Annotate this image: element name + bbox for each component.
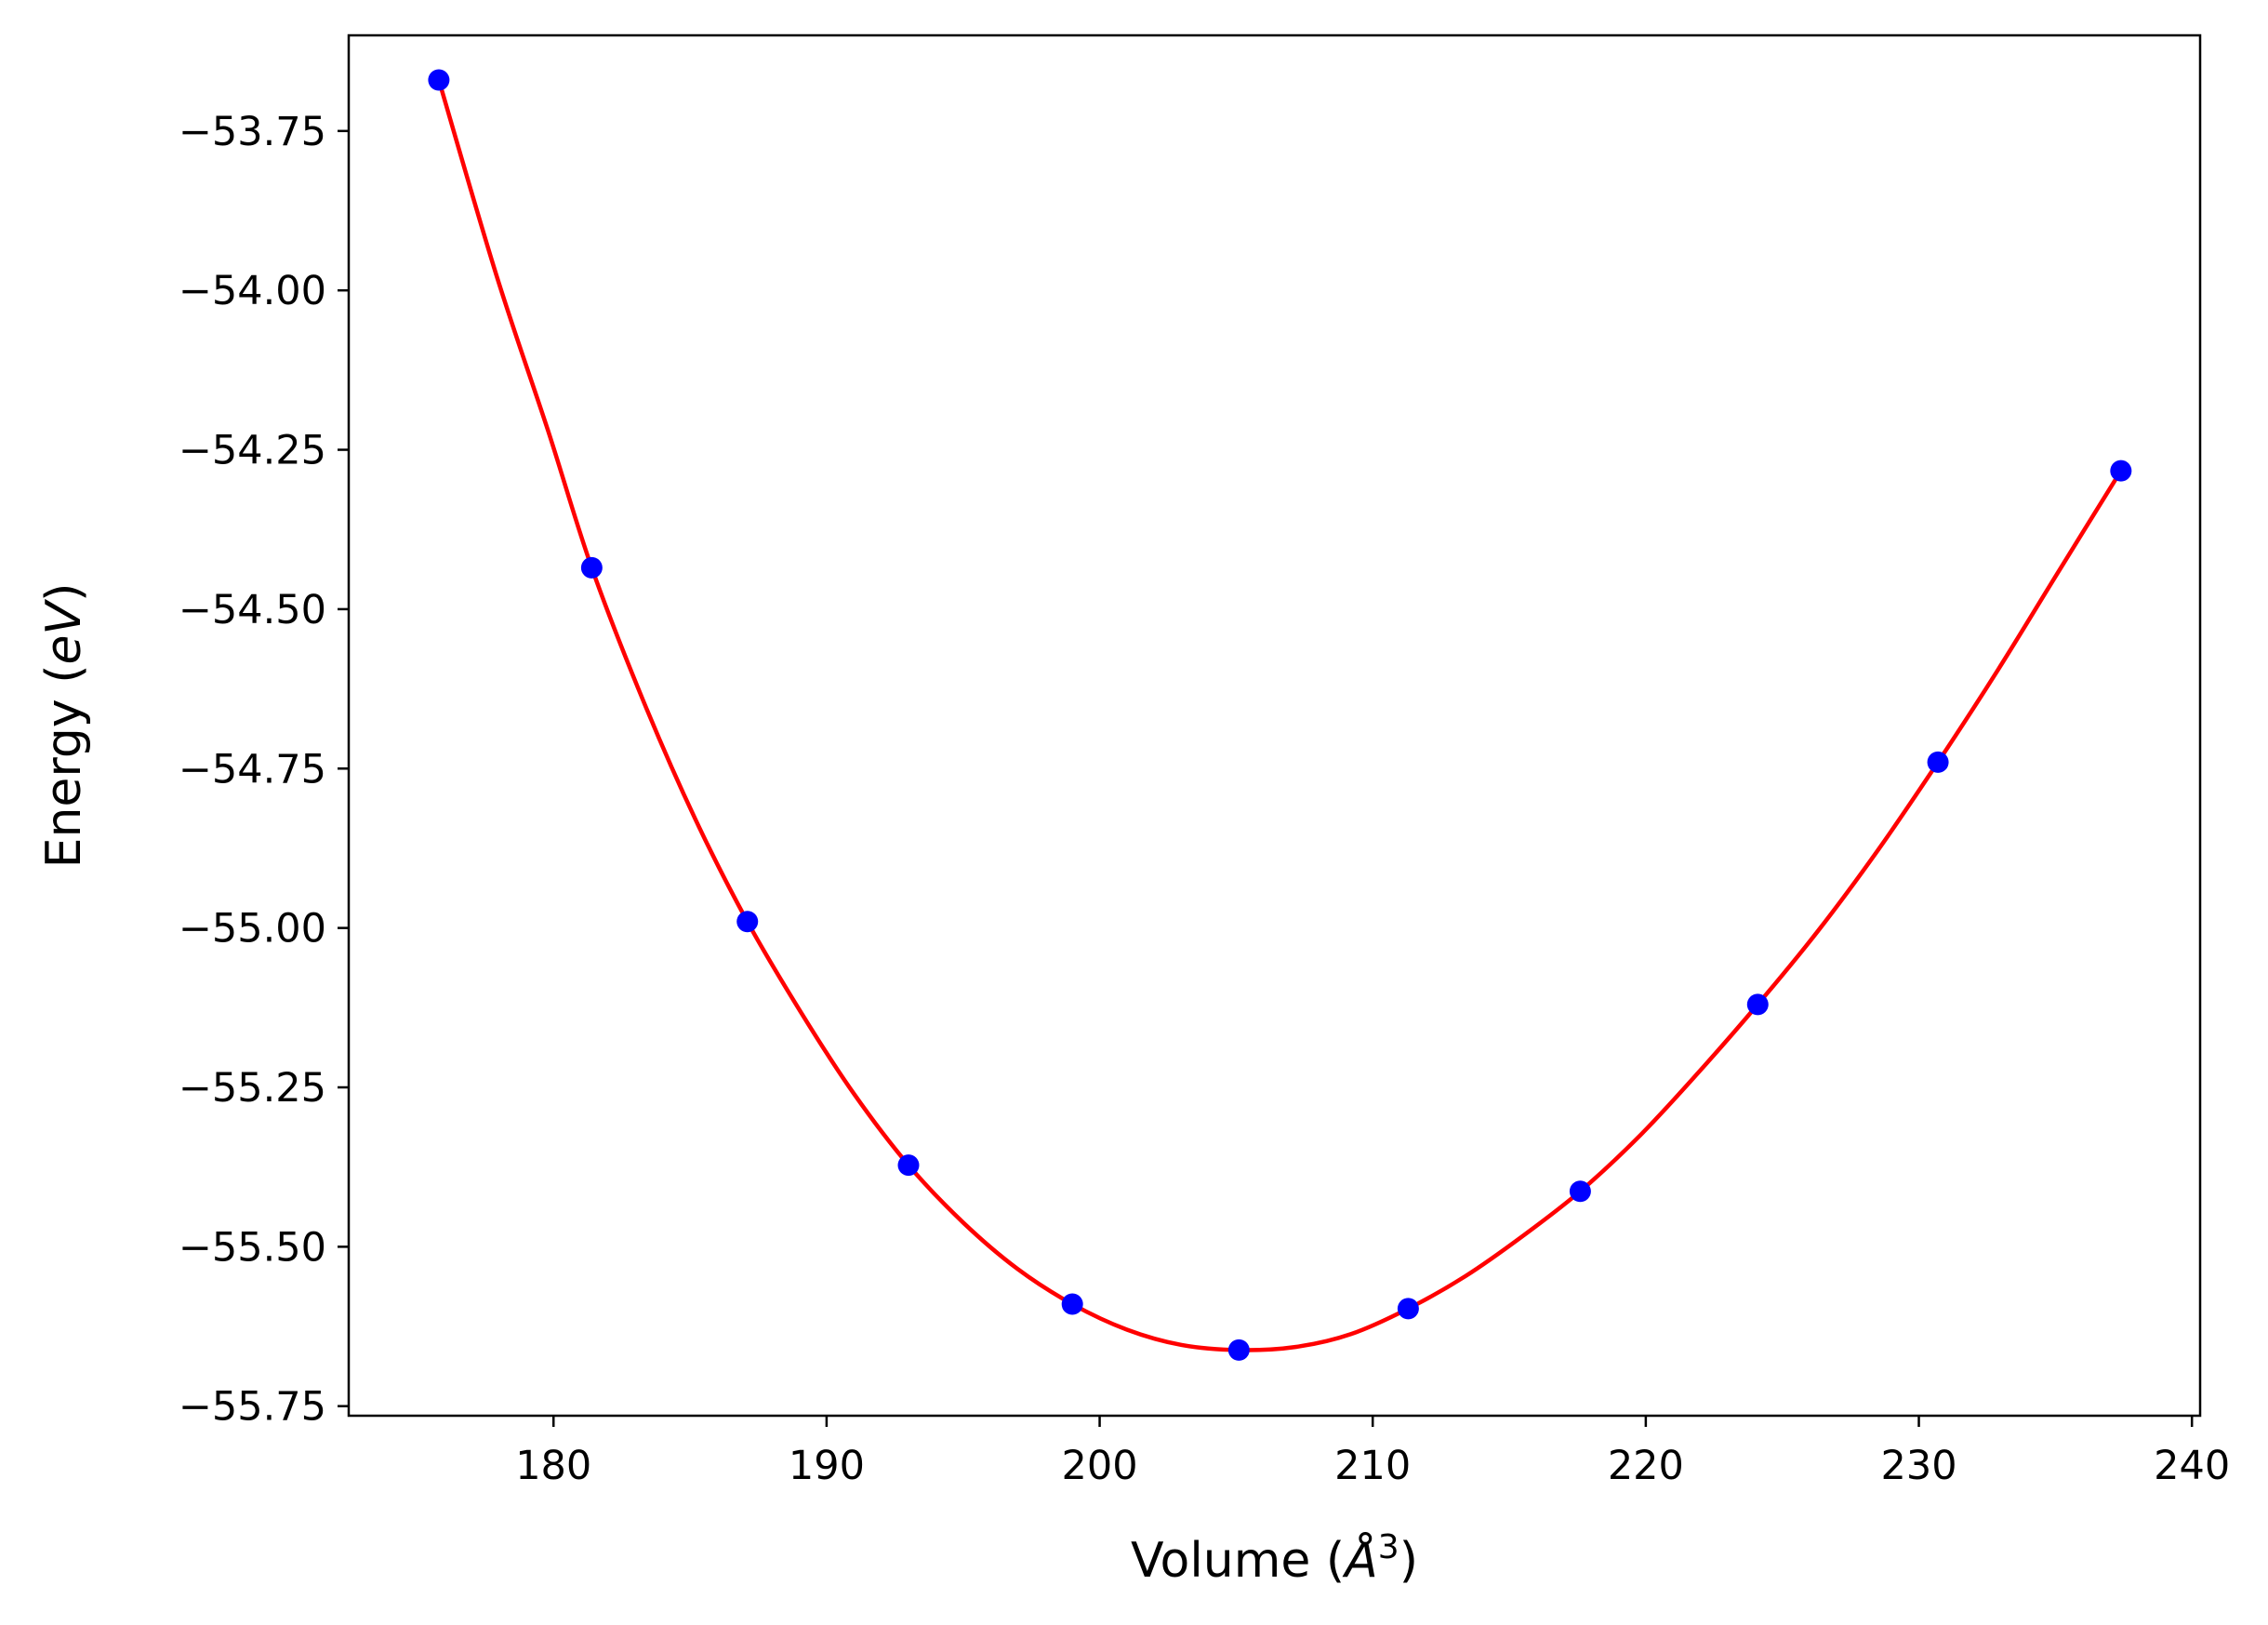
data-point xyxy=(736,911,759,933)
y-tick-label: −55.75 xyxy=(179,1384,326,1431)
x-tick-label: 230 xyxy=(1880,1443,1956,1489)
data-point xyxy=(1397,1298,1419,1320)
y-axis-ticks: −53.75 −54.00 −54.25 −54.50 −54.75 −55.00 −55.… xyxy=(179,109,349,1431)
y-axis-label: Energy (eV) xyxy=(36,583,92,869)
x-tick-label: 210 xyxy=(1334,1443,1411,1489)
plot-frame xyxy=(347,33,2202,1418)
x-tick-label: 240 xyxy=(2154,1443,2230,1489)
y-tick-label: −54.25 xyxy=(179,428,326,474)
x-axis-label-prefix: Volume ( xyxy=(1131,1533,1345,1589)
data-point xyxy=(2110,460,2132,482)
fit-curve xyxy=(436,77,2124,1352)
data-point xyxy=(1061,1293,1083,1315)
x-axis-label-unit: Å xyxy=(1342,1531,1378,1589)
x-tick-label: 220 xyxy=(1608,1443,1684,1489)
data-point xyxy=(1746,993,1769,1016)
y-axis-label-unit: eV xyxy=(36,599,92,665)
data-point xyxy=(428,69,450,91)
x-axis-label: Volume (Å3) xyxy=(1131,1528,1418,1589)
x-tick-label: 180 xyxy=(515,1443,591,1489)
y-tick-label: −53.75 xyxy=(179,109,326,155)
y-tick-label: −54.50 xyxy=(179,587,326,633)
plot-area xyxy=(349,35,2200,1416)
x-axis-label-exponent: 3 xyxy=(1378,1528,1399,1566)
y-tick-label: −55.00 xyxy=(179,906,326,952)
data-point xyxy=(897,1154,920,1177)
data-point xyxy=(1569,1180,1591,1203)
y-axis-label-prefix: Energy ( xyxy=(36,665,92,869)
y-tick-label: −54.00 xyxy=(179,268,326,314)
y-axis-label-suffix: ) xyxy=(36,583,92,602)
x-axis-label-suffix: ) xyxy=(1399,1533,1418,1589)
x-tick-label: 200 xyxy=(1062,1443,1138,1489)
y-tick-label: −55.25 xyxy=(179,1065,326,1112)
data-points-layer xyxy=(428,69,2132,1361)
x-axis-ticks: 180 190 200 210 220 230 240 xyxy=(515,1416,2230,1489)
y-tick-label: −55.50 xyxy=(179,1224,326,1271)
x-tick-label: 190 xyxy=(789,1443,865,1489)
data-point xyxy=(1227,1339,1250,1361)
fit-curve-layer xyxy=(436,77,2124,1352)
y-tick-label: −54.75 xyxy=(179,746,326,793)
data-point xyxy=(580,556,603,579)
data-point xyxy=(1927,751,1949,773)
